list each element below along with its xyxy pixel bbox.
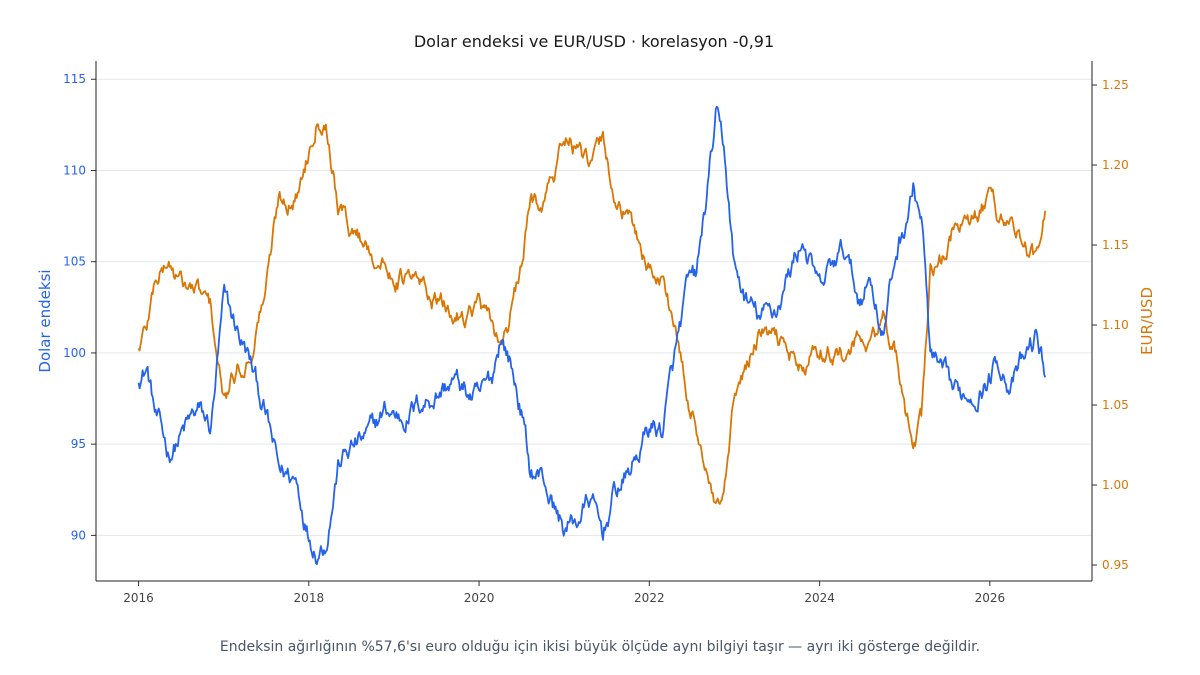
y-right-tick-label: 1.00 <box>1102 478 1129 492</box>
y-axis-right-label: EUR/USD <box>1138 287 1156 355</box>
y-right-tick-label: 1.05 <box>1102 398 1129 412</box>
axes: 90 95 100 105 110 115 0.95 1.00 1.05 1.10 1.15 1.20… <box>63 61 1129 605</box>
x-tick-label: 2022 <box>634 591 665 605</box>
y-left-tick-label: 100 <box>63 346 86 360</box>
chart-title: Dolar endeksi ve EUR/USD · korelasyon -0… <box>414 32 774 51</box>
y-left-tick-label: 95 <box>71 437 86 451</box>
y-left-tick-label: 105 <box>63 255 86 269</box>
x-tick-label: 2024 <box>804 591 835 605</box>
x-tick-label: 2026 <box>975 591 1006 605</box>
dollar-index-line <box>137 105 1047 565</box>
x-tick-label: 2016 <box>123 591 154 605</box>
y-left-tick-label: 90 <box>71 528 86 542</box>
y-axis-left-label: Dolar endeksi <box>36 269 54 372</box>
x-tick-label: 2020 <box>464 591 495 605</box>
x-tick-label: 2018 <box>294 591 325 605</box>
y-right-tick-label: 1.25 <box>1102 78 1129 92</box>
y-right-tick-label: 1.15 <box>1102 238 1129 252</box>
y-right-tick-label: 1.10 <box>1102 318 1129 332</box>
eurusd-line <box>137 123 1047 505</box>
plot-area <box>137 105 1047 565</box>
y-left-tick-label: 110 <box>63 163 86 177</box>
chart-caption: Endeksin ağırlığının %57,6'sı euro olduğ… <box>220 639 980 655</box>
y-right-tick-label: 1.20 <box>1102 158 1129 172</box>
y-right-tick-label: 0.95 <box>1102 558 1129 572</box>
y-left-tick-label: 115 <box>63 72 86 86</box>
grid-lines <box>96 78 1092 536</box>
